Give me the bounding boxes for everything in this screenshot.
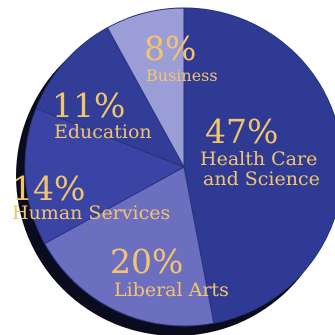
pie-slice-health-care-and-science — [183, 7, 335, 324]
slice-category-label: Education — [54, 121, 152, 143]
slice-category-label: Health Care — [200, 148, 317, 170]
pie-slice-education — [35, 26, 186, 168]
slice-value-label: 11% — [52, 86, 125, 125]
slice-value-label: 8% — [144, 29, 196, 68]
slice-value-label: 20% — [110, 242, 183, 281]
pie-slice-liberal-arts — [43, 166, 215, 327]
pie-slice-business — [106, 7, 185, 168]
slice-value-label: 47% — [205, 112, 278, 151]
slice-category-label: Liberal Arts — [114, 279, 229, 301]
slice-category-label: and Science — [203, 168, 320, 190]
slice-category-label: Human Services — [12, 202, 170, 224]
slice-category-label: Business — [146, 66, 218, 85]
pie-slice-human-services — [24, 107, 186, 245]
pie-slices — [24, 7, 335, 327]
slice-value-label: 14% — [12, 169, 85, 208]
